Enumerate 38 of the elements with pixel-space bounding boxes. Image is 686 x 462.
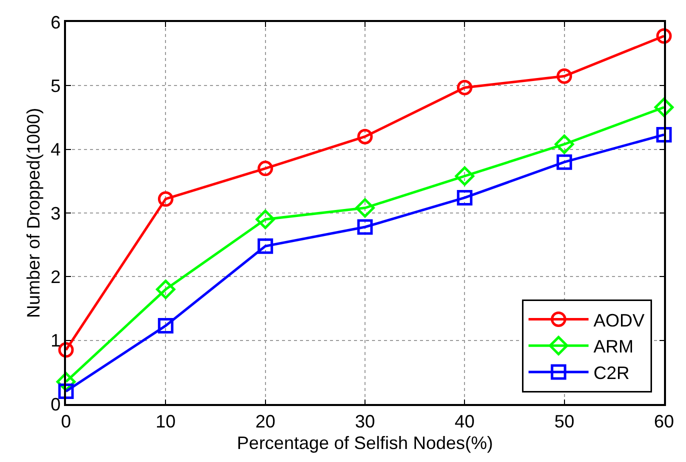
point (554, 134, 574, 154)
y-tick-label: 2 (50, 266, 61, 287)
point (656, 28, 672, 44)
y-tick-label: 0 (50, 394, 61, 414)
point (58, 342, 74, 358)
point (556, 154, 572, 170)
point (456, 190, 472, 206)
legend-label: C2R (594, 363, 630, 384)
legend-label: ARM (594, 336, 634, 357)
x-tick-label: 30 (354, 411, 376, 432)
point (158, 191, 174, 207)
point (258, 160, 274, 176)
y-tick-label: 3 (50, 203, 61, 224)
x-tick-label: 20 (255, 411, 276, 432)
x-tick-label: 50 (554, 411, 574, 432)
point (654, 98, 674, 118)
legend-label: AODV (594, 310, 645, 330)
x-tick-label: 60 (654, 411, 674, 432)
y-tick-label: 4 (50, 140, 61, 160)
point (256, 210, 276, 230)
x-axis-title: Percentage of Selfish Nodes(%) (236, 432, 494, 453)
point (58, 384, 74, 400)
point (158, 318, 174, 334)
point (357, 219, 373, 235)
point (556, 68, 572, 84)
point (355, 198, 375, 218)
y-tick-label: 6 (50, 12, 61, 32)
point (156, 280, 176, 300)
point (656, 126, 672, 142)
y-tick-label: 5 (50, 76, 61, 96)
y-axis-title: Number of Dropped(1000) (23, 108, 44, 318)
point (454, 166, 474, 186)
point (357, 128, 373, 144)
point (456, 80, 472, 96)
y-tick-label: 1 (50, 330, 61, 351)
x-tick-label: 10 (156, 411, 176, 432)
x-tick-label: 40 (454, 411, 475, 432)
point (258, 238, 274, 254)
